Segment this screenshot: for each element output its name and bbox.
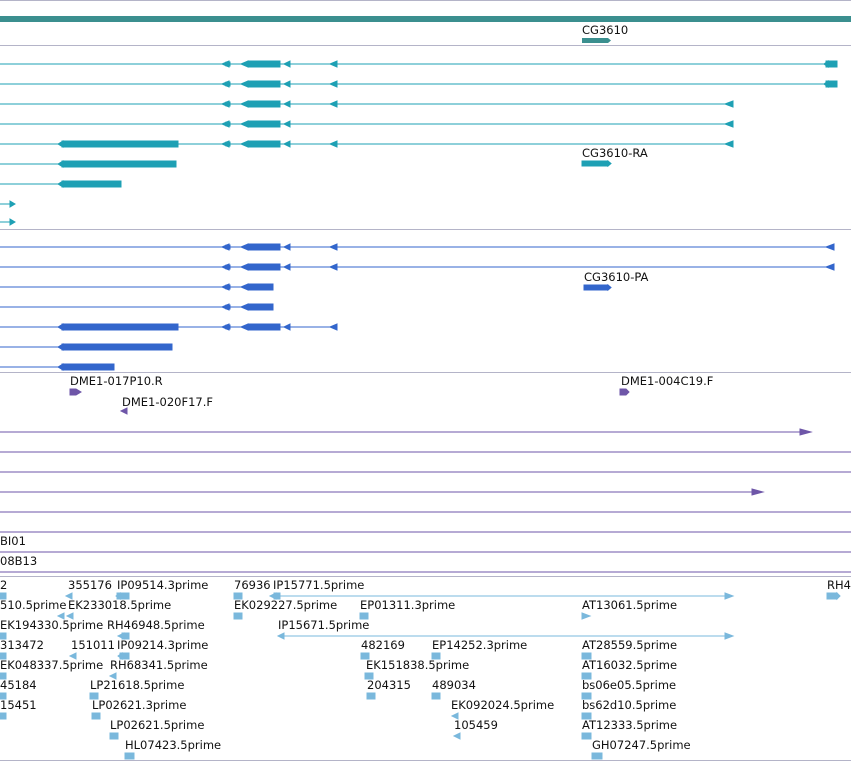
est-label[interactable]: EP14252.3prime: [432, 638, 528, 652]
est-label[interactable]: 355176: [68, 578, 112, 592]
clone-group[interactable]: [0, 388, 851, 573]
est-label[interactable]: bs06e05.5prime: [582, 678, 677, 692]
clone-label[interactable]: DME1-020F17.F: [122, 395, 213, 409]
scaffold-label[interactable]: 08B13: [0, 554, 38, 568]
est-label[interactable]: EP01311.3prime: [360, 598, 456, 612]
scaffold-label[interactable]: BI01: [0, 534, 26, 548]
est-label[interactable]: IP15671.5prime: [278, 618, 370, 632]
est-label[interactable]: 510.5prime: [0, 598, 67, 612]
est-label[interactable]: AT12333.5prime: [582, 718, 678, 732]
est-label[interactable]: RH4: [827, 578, 851, 592]
est-label[interactable]: IP15771.5prime: [273, 578, 365, 592]
est-label[interactable]: IP09214.3prime: [117, 638, 209, 652]
est-label[interactable]: 76936: [234, 578, 271, 592]
est-label[interactable]: bs62d10.5prime: [582, 698, 677, 712]
est-label[interactable]: IP09514.3prime: [117, 578, 209, 592]
est-label[interactable]: LP02621.5prime: [110, 718, 205, 732]
est-label[interactable]: AT16032.5prime: [582, 658, 678, 672]
gene-bar[interactable]: [0, 16, 851, 22]
est-label[interactable]: 482169: [361, 638, 405, 652]
est-label[interactable]: 15451: [0, 698, 37, 712]
est-label[interactable]: AT13061.5prime: [582, 598, 678, 612]
protein-label[interactable]: CG3610-PA: [584, 270, 649, 284]
est-label[interactable]: EK029227.5prime: [234, 598, 338, 612]
est-label[interactable]: LP02621.3prime: [92, 698, 187, 712]
est-label[interactable]: 489034: [432, 678, 476, 692]
gene-label[interactable]: CG3610: [582, 23, 629, 37]
gene-legend-bar: [582, 38, 608, 43]
est-group[interactable]: [0, 591, 841, 760]
est-label[interactable]: EK048337.5prime: [0, 658, 104, 672]
est-label[interactable]: EK194330.5prime: [0, 618, 104, 632]
est-label[interactable]: 45184: [0, 678, 37, 692]
est-label[interactable]: AT28559.5prime: [582, 638, 678, 652]
protein-group[interactable]: [0, 243, 835, 371]
est-label[interactable]: 313472: [0, 638, 44, 652]
est-label[interactable]: LP21618.5prime: [90, 678, 185, 692]
est-label[interactable]: GH07247.5prime: [592, 738, 691, 752]
transcript-group[interactable]: [0, 60, 838, 226]
est-label[interactable]: RH68341.5prime: [110, 658, 208, 672]
est-label[interactable]: EK233018.5prime: [68, 598, 172, 612]
clone-label[interactable]: DME1-004C19.F: [621, 374, 714, 388]
est-label[interactable]: EK151838.5prime: [366, 658, 470, 672]
est-label[interactable]: 151011: [71, 638, 115, 652]
est-label[interactable]: 2: [0, 578, 8, 592]
est-label[interactable]: RH46948.5prime: [107, 618, 205, 632]
clone-label[interactable]: DME1-017P10.R: [70, 374, 163, 388]
est-label[interactable]: HL07423.5prime: [125, 738, 222, 752]
est-label[interactable]: 204315: [367, 678, 411, 692]
transcript-label[interactable]: CG3610-RA: [582, 146, 648, 160]
est-label[interactable]: 105459: [454, 718, 498, 732]
est-label[interactable]: EK092024.5prime: [451, 698, 555, 712]
